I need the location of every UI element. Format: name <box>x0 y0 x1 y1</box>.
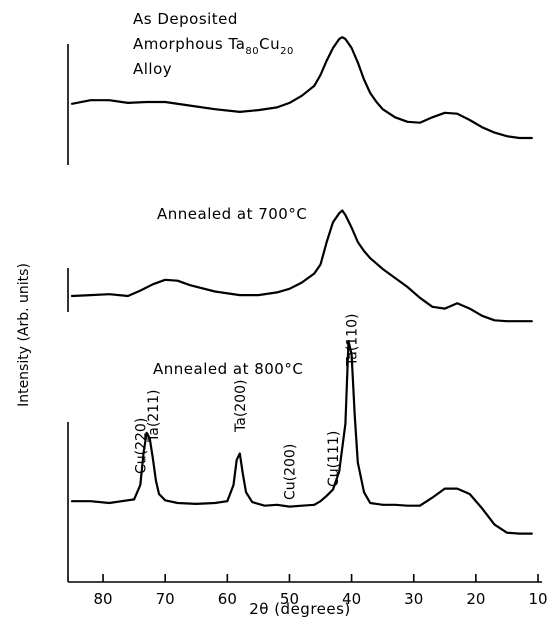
peak-label: Cu(200) <box>283 444 299 500</box>
series-annealed-800-curve <box>70 339 533 535</box>
peak-label: Cu(220) <box>133 418 149 474</box>
x-tick-label: 10 <box>528 590 547 608</box>
x-tick-label: 40 <box>342 590 361 608</box>
x-tick-label: 80 <box>94 590 113 608</box>
x-axis-ticks: 80 70 60 50 40 30 20 10 <box>94 574 548 608</box>
x-tick-label: 20 <box>466 590 485 608</box>
x-tick-label: 30 <box>404 590 423 608</box>
series-as-deposited-curve <box>70 36 533 140</box>
x-tick-label: 60 <box>218 590 237 608</box>
series-annealed-700-curve <box>70 209 533 323</box>
peak-label: Ta(200) <box>233 380 249 433</box>
x-axis-label: 2θ (degrees) <box>249 600 351 618</box>
series-label-line-2: Amorphous Ta80Cu20 <box>133 35 294 57</box>
x-tick-label: 50 <box>280 590 299 608</box>
peak-label: Ta(110) <box>345 314 361 367</box>
series-label-line-1: As Deposited <box>133 10 238 28</box>
peak-label: Cu(111) <box>326 431 342 487</box>
peak-annotations: Cu(220)Ta(211) Ta(200) Cu(200) Cu(111) Ta(11… <box>133 314 360 500</box>
y-axis-label: Intensity (Arb. units) <box>16 263 32 407</box>
series-label-annealed-700: Annealed at 700°C <box>157 205 307 223</box>
x-tick-label: 70 <box>156 590 175 608</box>
peak-label: Ta(211) <box>146 390 162 443</box>
series-label-annealed-800: Annealed at 800°C <box>153 360 303 378</box>
series-label-line-3: Alloy <box>133 60 172 78</box>
